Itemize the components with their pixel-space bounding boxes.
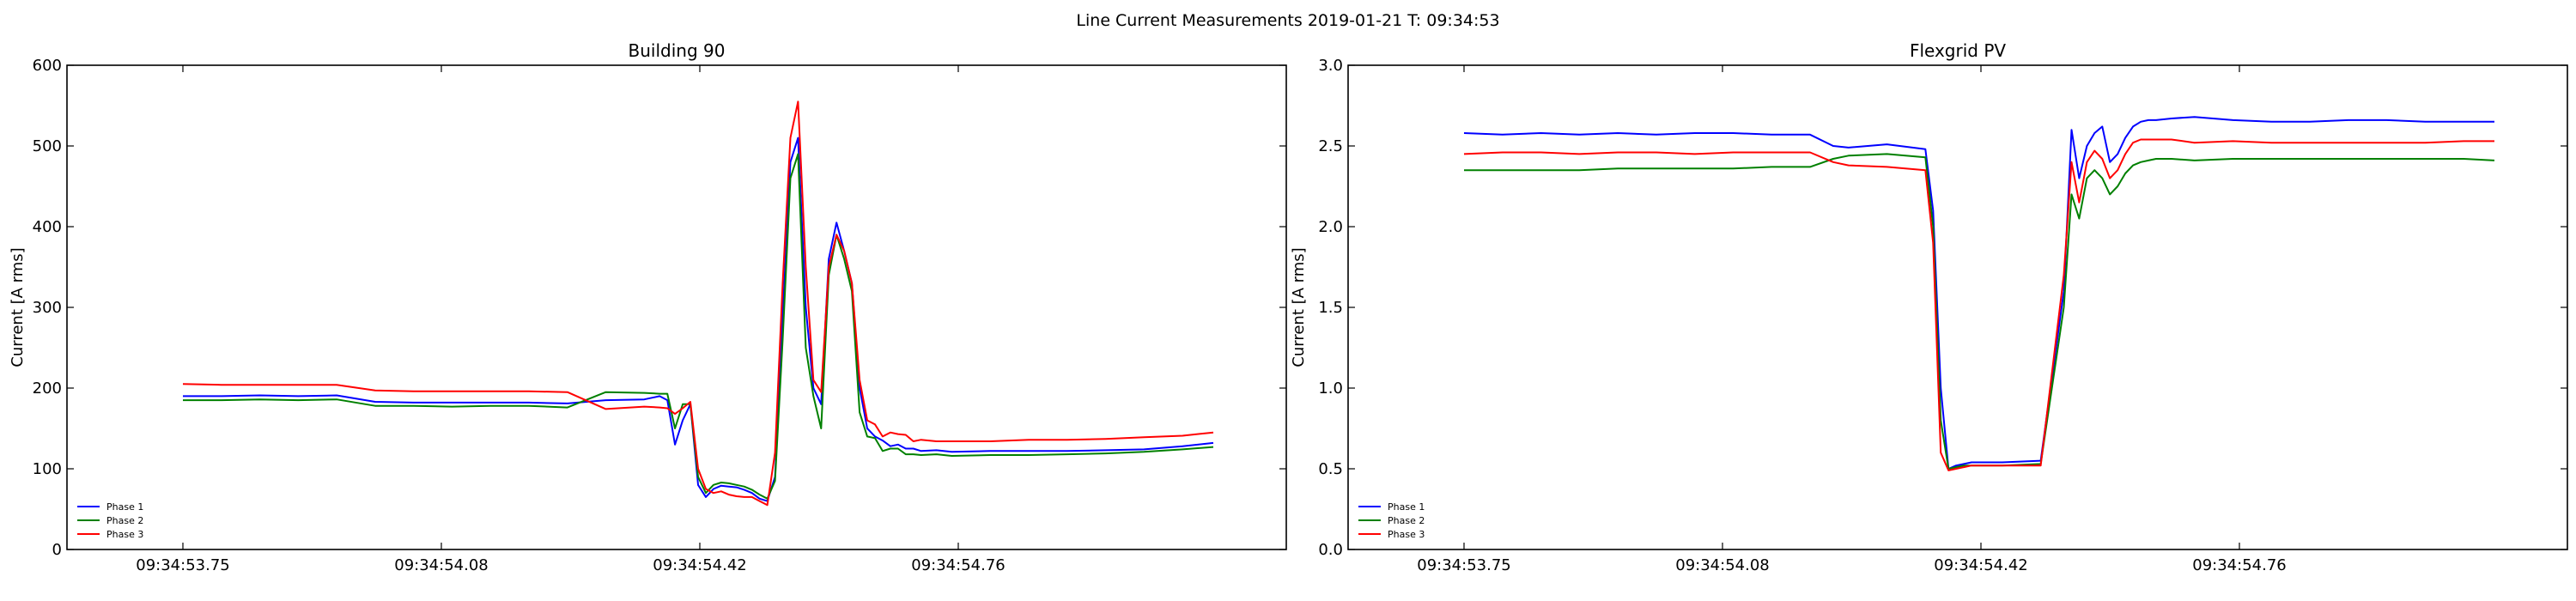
y-tick-label: 2.0 bbox=[1318, 218, 1343, 236]
y-tick-label: 0.5 bbox=[1318, 460, 1343, 478]
y-tick-label: 100 bbox=[33, 460, 62, 478]
y-tick-label: 500 bbox=[33, 137, 62, 155]
legend-label-phase-3: Phase 3 bbox=[1388, 529, 1425, 540]
series-line-phase-2 bbox=[1464, 153, 2495, 470]
legend-label-phase-2: Phase 2 bbox=[1388, 515, 1425, 526]
y-tick-label: 0.0 bbox=[1318, 541, 1343, 559]
y-axis-label: Current [A rms] bbox=[9, 247, 27, 367]
series-line-phase-2 bbox=[183, 153, 1214, 500]
x-tick-label: 09:34:54.76 bbox=[911, 556, 1005, 574]
y-axis-label: Current [A rms] bbox=[1290, 247, 1308, 367]
x-tick-label: 09:34:54.08 bbox=[1675, 556, 1769, 574]
legend-label-phase-3: Phase 3 bbox=[106, 529, 143, 540]
panel-title: Building 90 bbox=[629, 40, 726, 61]
series-line-phase-3 bbox=[1463, 138, 2494, 471]
x-tick-label: 09:34:54.76 bbox=[2192, 556, 2286, 574]
plot-frame bbox=[1347, 64, 2568, 550]
figure-suptitle: Line Current Measurements 2019-01-21 T: … bbox=[1076, 11, 1499, 30]
chart-panel-2: Flexgrid PV Current [A rms] 0.0 0.5 1.0 1.5 2.… bbox=[1290, 40, 2568, 574]
y-tick-label: 2.5 bbox=[1318, 137, 1343, 155]
y-tick-label: 400 bbox=[33, 218, 62, 236]
plot-frame bbox=[66, 64, 1287, 550]
legend-label-phase-1: Phase 1 bbox=[106, 501, 143, 513]
y-tick-label: 0 bbox=[52, 541, 62, 559]
legend-label-phase-2: Phase 2 bbox=[106, 515, 143, 526]
x-tick-label: 09:34:54.42 bbox=[1934, 556, 2027, 574]
x-tick-label: 09:34:54.42 bbox=[653, 556, 746, 574]
y-tick-label: 3.0 bbox=[1318, 57, 1343, 75]
panel-title: Flexgrid PV bbox=[1910, 40, 2006, 61]
legend-label-phase-1: Phase 1 bbox=[1388, 501, 1425, 513]
chart-panel-1: Building 90 Current [A rms] 0 100 200 300 400 5… bbox=[9, 40, 1287, 574]
y-tick-label: 600 bbox=[33, 57, 62, 75]
x-tick-label: 09:34:53.75 bbox=[1417, 556, 1510, 574]
y-tick-label: 1.0 bbox=[1318, 379, 1343, 398]
y-tick-label: 300 bbox=[33, 299, 62, 317]
x-tick-label: 09:34:53.75 bbox=[136, 556, 229, 574]
x-tick-label: 09:34:54.08 bbox=[394, 556, 488, 574]
series-line-phase-1 bbox=[1463, 116, 2494, 470]
y-tick-label: 1.5 bbox=[1318, 299, 1343, 317]
y-tick-label: 200 bbox=[33, 379, 62, 398]
series-line-phase-1 bbox=[183, 137, 1214, 502]
series-line-phase-3 bbox=[182, 100, 1214, 507]
